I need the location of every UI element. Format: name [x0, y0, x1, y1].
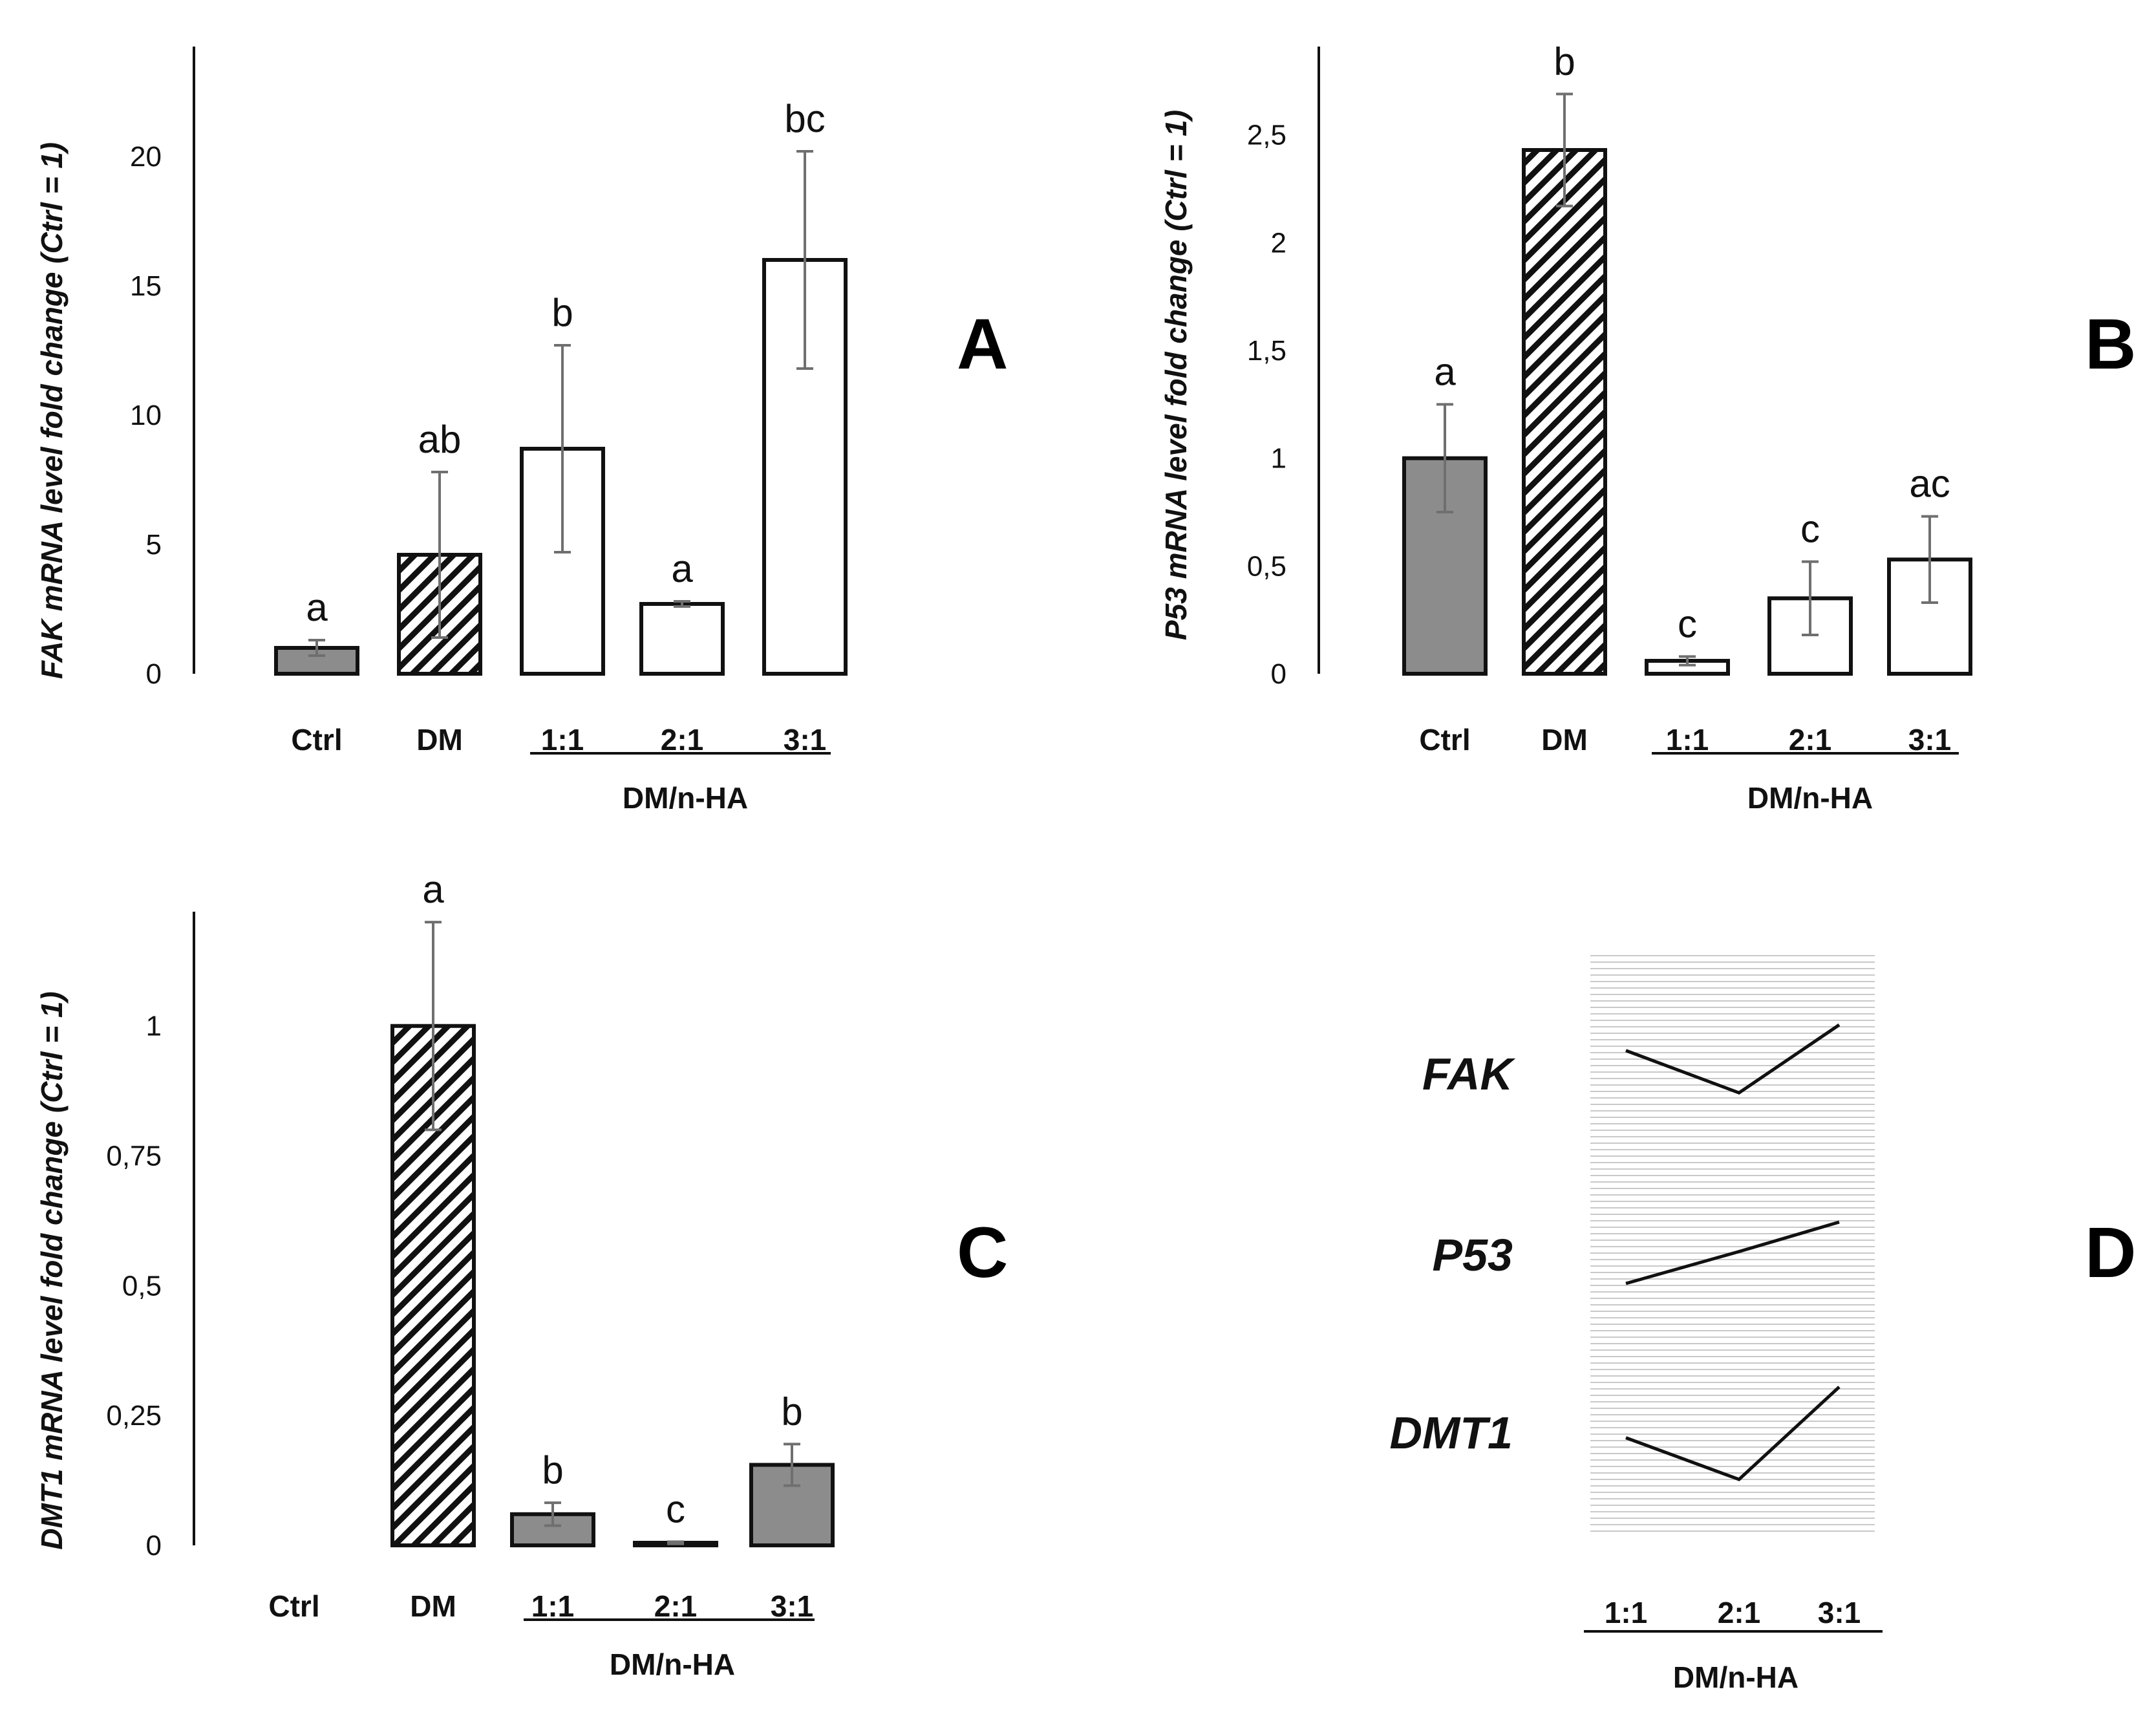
panel-a-y-tick-label: 15	[130, 270, 162, 302]
panel-a-letter: A	[957, 305, 1008, 384]
panel-c-dmt1-chart: DMT1 mRNA level fold change (Ctrl = 1) C…	[35, 868, 1008, 1681]
panel-d-gene-label-dmt1: DMT1	[1389, 1408, 1513, 1458]
panel-b-y-tick-label: 2,5	[1247, 120, 1286, 151]
panel-b-category-label: Ctrl	[1419, 723, 1470, 757]
panel-b-error-bar	[1802, 560, 1819, 636]
panel-a-significance-letter: ab	[418, 418, 462, 461]
panel-c-significance-letter: b	[781, 1390, 802, 1433]
panel-c-y-tick-label: 0,25	[106, 1400, 162, 1432]
panel-b-error-bar	[1436, 403, 1453, 513]
panel-b-significance-letter: ac	[1909, 462, 1950, 506]
panel-c-category-label: Ctrl	[268, 1589, 319, 1623]
panel-c-error-bar	[784, 1443, 800, 1487]
panel-b-y-tick-label: 1,5	[1247, 335, 1286, 367]
panel-b-significance-letter: b	[1553, 39, 1575, 83]
panel-b-y-axis-label: P53 mRNA level fold change (Ctrl = 1)	[1159, 110, 1193, 640]
panel-a-y-axis-label: FAK mRNA level fold change (Ctrl = 1)	[35, 142, 69, 679]
panel-c-significance-letter: a	[422, 868, 444, 911]
panel-b-y-tick-label: 0,5	[1247, 550, 1286, 582]
panel-a-error-bar	[308, 639, 325, 657]
panel-d-category-label: 1:1	[1605, 1596, 1647, 1629]
panel-d-letter: D	[2085, 1213, 2136, 1293]
panel-b-significance-letter: a	[1434, 350, 1456, 393]
panel-c-category-label: 3:1	[771, 1589, 813, 1623]
panel-b-category-label: 2:1	[1789, 723, 1831, 757]
panel-c-y-axis-label: DMT1 mRNA level fold change (Ctrl = 1)	[35, 991, 69, 1550]
panel-d-line-fak	[1625, 1023, 1841, 1095]
panel-a-error-bar	[431, 471, 448, 639]
panel-c-category-label: 1:1	[531, 1589, 574, 1623]
panel-c-error-bar	[544, 1501, 561, 1527]
panel-b-error-bar	[1556, 92, 1573, 208]
panel-b-significance-letter: c	[1678, 602, 1697, 645]
panel-d-group-label: DM/n-HA	[1673, 1660, 1798, 1694]
panel-c-category-label: DM	[410, 1589, 456, 1623]
panel-b-significance-letter: c	[1800, 508, 1820, 551]
panel-a-y-tick-label: 20	[130, 141, 162, 173]
panel-b-p53-chart: P53 mRNA level fold change (Ctrl = 1) B …	[1159, 39, 2136, 815]
panel-b-y-tick-label: 0	[1271, 658, 1286, 690]
panel-b-letter: B	[2085, 305, 2136, 384]
panel-c-y-tick-label: 0	[146, 1530, 162, 1562]
panel-b-y-tick-label: 2	[1271, 227, 1286, 259]
panel-d-line-dmt1	[1625, 1386, 1841, 1481]
panel-a-category-label: 2:1	[661, 723, 703, 757]
panel-c-category-label: 2:1	[654, 1589, 697, 1623]
panel-c-significance-letter: c	[666, 1487, 685, 1530]
panel-c-group-label: DM/n-HA	[610, 1648, 735, 1681]
panel-a-y-tick-label: 5	[146, 529, 162, 561]
panel-b-category-label: DM	[1541, 723, 1588, 757]
panel-b-category-label: 3:1	[1908, 723, 1951, 757]
panel-b-error-bar	[1921, 515, 1938, 604]
panel-d-stripes	[1590, 955, 1875, 1532]
panel-b-bar-DM	[1522, 148, 1607, 676]
panel-b-group-label: DM/n-HA	[1747, 781, 1873, 815]
panel-c-significance-letter: b	[542, 1448, 563, 1492]
panel-a-bar-2-1	[639, 602, 725, 676]
panel-b-y-tick-label: 1	[1271, 443, 1286, 475]
panel-c-y-tick-label: 0,75	[106, 1141, 162, 1172]
panel-a-category-label: Ctrl	[291, 723, 342, 757]
panel-a-significance-letter: a	[671, 547, 693, 590]
panel-b-error-bar	[1679, 655, 1696, 667]
panel-c-error-bar	[667, 1540, 684, 1545]
panel-c-error-bar	[425, 921, 442, 1132]
panel-d-gene-label-fak: FAK	[1422, 1049, 1515, 1099]
panel-d-striped-background	[1590, 954, 1875, 1536]
panel-a-significance-letter: b	[551, 291, 573, 334]
panel-a-category-label: 1:1	[541, 723, 584, 757]
panel-d-category-label: 2:1	[1718, 1596, 1760, 1629]
panel-d-line-p53	[1625, 1220, 1840, 1285]
panel-c-letter: C	[957, 1213, 1008, 1293]
panel-a-category-label: 3:1	[784, 723, 826, 757]
panel-a-group-label: DM/n-HA	[623, 781, 748, 815]
panel-d-category-label: 3:1	[1818, 1596, 1861, 1629]
panel-c-y-tick-label: 1	[146, 1011, 162, 1042]
panel-a-significance-letter: bc	[784, 97, 825, 140]
panel-d-trend-lines: D FAK P53 DMT1 1:1 2:1 3:1 DM/n-HA	[1389, 954, 2136, 1694]
panel-b-category-label: 1:1	[1666, 723, 1709, 757]
panel-a-y-tick-label: 10	[130, 400, 162, 431]
panel-a-fak-chart: FAK mRNA level fold change (Ctrl = 1) A …	[35, 47, 1008, 815]
panel-a-significance-letter: a	[306, 586, 328, 629]
panel-a-error-bar	[554, 344, 571, 553]
panel-c-y-tick-label: 0,5	[122, 1270, 162, 1302]
panel-d-gene-label-p53: P53	[1432, 1230, 1513, 1280]
panel-a-y-tick-label: 0	[146, 658, 162, 690]
panel-a-error-bar	[674, 600, 690, 608]
panel-a-error-bar	[796, 150, 813, 370]
panel-a-category-label: DM	[416, 723, 463, 757]
